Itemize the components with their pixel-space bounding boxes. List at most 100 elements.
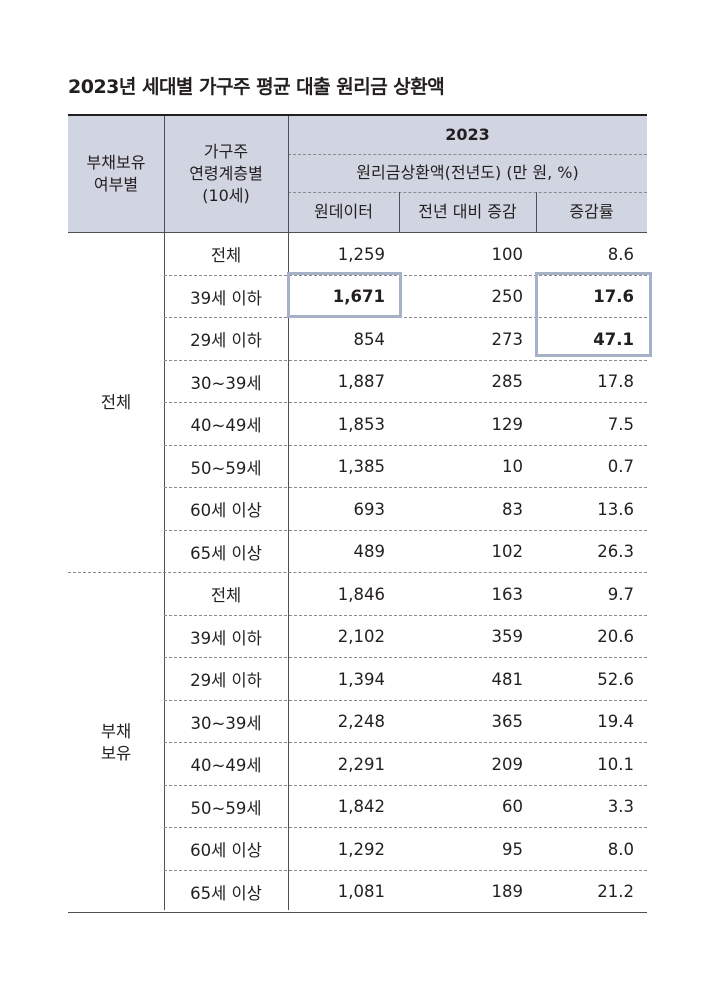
- change-cell: 189: [491, 882, 524, 901]
- change-cell: 95: [502, 839, 523, 859]
- column-divider: [536, 192, 537, 232]
- rate-cell: 21.2: [597, 882, 634, 901]
- column-divider: [288, 116, 289, 910]
- rate-cell: 9.7: [607, 584, 634, 604]
- row-divider: [164, 487, 647, 488]
- rate-cell: 26.3: [597, 542, 634, 561]
- age-cell: 29세 이하: [190, 671, 262, 690]
- highlight-box-rate: [535, 272, 652, 357]
- change-cell: 129: [491, 414, 524, 434]
- rate-cell: 52.6: [597, 669, 634, 689]
- rate-cell: 13.6: [597, 499, 634, 519]
- row-divider: [164, 614, 647, 616]
- value-cell: 1,081: [337, 882, 385, 901]
- header-yoy-change: 전년 대비 증감: [418, 202, 517, 221]
- row-divider: [164, 359, 647, 361]
- rate-cell: 3.3: [607, 797, 634, 816]
- change-cell: 481: [491, 669, 524, 689]
- row-divider: [164, 784, 647, 786]
- age-cell: 39세 이하: [190, 288, 262, 308]
- change-cell: 102: [491, 542, 524, 561]
- change-cell: 359: [491, 627, 524, 646]
- header-year: 2023: [445, 125, 490, 144]
- header-unit-caption: 원리금상환액(전년도) (만 원, %): [356, 163, 579, 182]
- group-label: 전체: [100, 393, 132, 412]
- value-cell: 2,248: [337, 712, 385, 731]
- row-divider: [164, 274, 647, 276]
- change-cell: 100: [491, 244, 524, 264]
- rate-cell: 8.6: [607, 244, 634, 264]
- rate-cell: 19.4: [597, 712, 634, 731]
- age-cell: 60세 이상: [190, 841, 262, 860]
- change-cell: 273: [491, 329, 524, 349]
- row-divider: [164, 827, 647, 828]
- value-cell: 1,846: [337, 584, 385, 604]
- change-cell: 209: [491, 754, 524, 774]
- age-cell: 전체: [210, 246, 242, 265]
- age-cell: 65세 이상: [190, 543, 262, 563]
- row-divider: [164, 742, 647, 743]
- age-cell: 40~49세: [190, 756, 262, 775]
- header-divider: [288, 192, 647, 193]
- rate-cell: 10.1: [597, 754, 634, 774]
- row-divider: [164, 402, 647, 403]
- change-cell: 60: [502, 797, 523, 816]
- row-divider: [164, 529, 647, 531]
- row-divider: [164, 699, 647, 701]
- header-bottom-rule: [68, 232, 647, 233]
- row-divider: [164, 869, 647, 871]
- rate-cell: 20.6: [597, 627, 634, 646]
- age-cell: 40~49세: [190, 416, 262, 435]
- value-cell: 1,394: [337, 669, 385, 689]
- age-cell: 60세 이상: [190, 501, 262, 520]
- age-cell: 65세 이상: [190, 883, 262, 903]
- column-divider: [164, 116, 165, 910]
- change-cell: 163: [491, 584, 524, 604]
- age-cell: 30~39세: [190, 373, 262, 393]
- value-cell: 1,385: [337, 457, 385, 476]
- value-cell: 1,292: [337, 839, 385, 859]
- change-cell: 365: [491, 712, 524, 731]
- rate-cell: 7.5: [607, 414, 634, 434]
- rate-cell: 47.1: [593, 329, 634, 349]
- rate-cell: 0.7: [607, 457, 634, 476]
- group-label: 부채 보유: [100, 722, 132, 763]
- column-divider: [399, 192, 400, 232]
- header-debt-status: 부채보유 여부별: [86, 153, 146, 194]
- value-cell: 1,259: [337, 244, 385, 264]
- age-cell: 50~59세: [190, 458, 262, 478]
- highlight-box-value: [287, 272, 402, 318]
- value-cell: 489: [353, 542, 386, 561]
- value-cell: 1,887: [337, 372, 385, 391]
- value-cell: 693: [353, 499, 386, 519]
- rate-cell: 8.0: [607, 839, 634, 859]
- table-top-rule: [68, 114, 647, 116]
- rate-cell: 17.6: [593, 287, 634, 306]
- value-cell: 1,842: [337, 797, 385, 816]
- header-raw-data: 원데이터: [314, 202, 373, 221]
- age-cell: 29세 이하: [190, 331, 262, 350]
- header-change-rate: 증감률: [569, 202, 614, 221]
- value-cell: 2,102: [337, 627, 385, 646]
- change-cell: 285: [491, 372, 524, 391]
- header-age-group: 가구주 연령계층별 (10세): [189, 142, 263, 205]
- value-cell: 2,291: [337, 754, 385, 774]
- table-title: 2023년 세대별 가구주 평균 대출 원리금 상환액: [68, 76, 445, 98]
- change-cell: 250: [491, 287, 524, 306]
- row-divider: [164, 317, 647, 318]
- age-cell: 전체: [210, 586, 242, 605]
- header-divider: [288, 154, 647, 155]
- row-divider: [164, 657, 647, 658]
- age-cell: 39세 이하: [190, 628, 262, 648]
- group-separator: [68, 912, 647, 913]
- value-cell: 1,671: [332, 287, 385, 306]
- row-divider: [164, 444, 647, 446]
- rate-cell: 17.8: [597, 372, 634, 391]
- group-separator: [68, 572, 647, 573]
- change-cell: 83: [502, 499, 523, 519]
- value-cell: 1,853: [337, 414, 385, 434]
- age-cell: 30~39세: [190, 713, 262, 733]
- age-cell: 50~59세: [190, 798, 262, 818]
- value-cell: 854: [353, 329, 386, 349]
- change-cell: 10: [502, 457, 523, 476]
